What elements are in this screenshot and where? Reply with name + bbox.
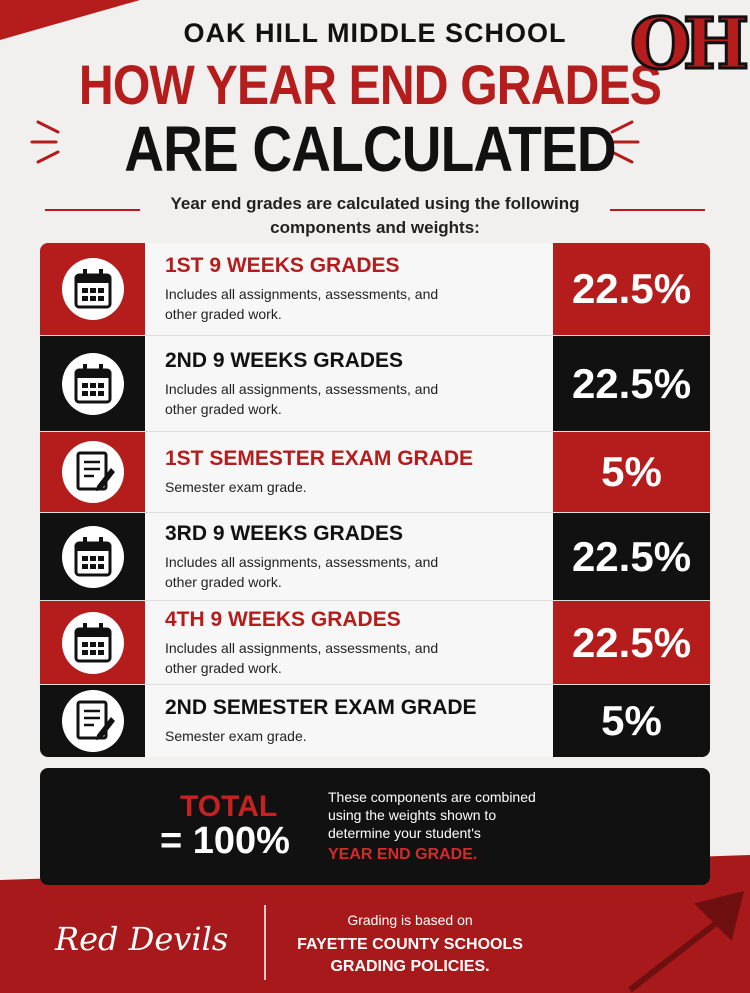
total-emphasis: YEAR END GRADE. [328,846,478,863]
icon [61,258,124,320]
component-description: Includes all assignments, assessments, a… [165,553,439,590]
icon [61,690,124,752]
total-text: These components are combined using the … [328,789,536,841]
component-weight: 22.5% [553,243,710,335]
component-text: 2ND SEMESTER EXAM GRADE Semester exam gra… [145,685,553,757]
mascot-name: Red Devils [55,920,229,958]
component-text: 3RD 9 WEEKS GRADES Includes all assignmen… [145,513,553,600]
component-title: 4TH 9 WEEKS GRADES [165,607,401,631]
footer-policy: FAYETTE COUNTY SCHOOLS GRADING POLICIES. [297,936,523,975]
footer-note: Grading is based on [347,912,473,928]
icon-cell [40,243,145,335]
total-label: TOTAL [180,790,278,823]
component-row: 2ND SEMESTER EXAM GRADE Semester exam gra… [40,685,710,757]
component-description: Includes all assignments, assessments, a… [165,380,439,417]
component-title: 2ND 9 WEEKS GRADES [165,348,404,372]
icon [61,525,124,588]
component-weight: 22.5% [553,513,710,600]
component-row: 2ND 9 WEEKS GRADES Includes all assignmen… [40,336,710,432]
component-title: 1ST 9 WEEKS GRADES [165,254,400,277]
component-row: 1ST 9 WEEKS GRADES Includes all assignmen… [40,243,710,336]
component-weight: 22.5% [553,336,710,431]
component-row: 3RD 9 WEEKS GRADES Includes all assignmen… [40,513,710,601]
component-weight: 5% [553,432,710,512]
component-row: 1ST SEMESTER EXAM GRADE Semester exam gra… [40,432,710,513]
component-weight: 22.5% [553,601,710,684]
intro: Year end grades are calculated using the… [170,194,580,237]
component-description: Includes all assignments, assessments, a… [165,286,439,322]
logo: OH [629,1,750,87]
component-text: 1ST 9 WEEKS GRADES Includes all assignmen… [145,243,553,335]
component-text: 1ST SEMESTER EXAM GRADE Semester exam gra… [145,432,553,512]
component-title: 2ND SEMESTER EXAM GRADE [165,696,477,719]
component-text: 2ND 9 WEEKS GRADES Includes all assignmen… [145,336,553,431]
school-name: OAK HILL MIDDLE SCHOOL [183,18,567,48]
icon-cell [40,601,145,684]
component-description: Includes all assignments, assessments, a… [165,639,439,676]
component-title: 3RD 9 WEEKS GRADES [165,521,404,545]
icon-cell [40,513,145,600]
components: 1ST 9 WEEKS GRADES Includes all assignmen… [40,243,710,757]
total-value: = 100% [160,820,290,862]
title: ARE CALCULATED [124,113,616,185]
component-weight: 5% [553,685,710,757]
icon-cell [40,685,145,757]
component-text: 4TH 9 WEEKS GRADES Includes all assignmen… [145,601,553,684]
icon [61,352,124,415]
component-title: 1ST SEMESTER EXAM GRADE [165,447,474,470]
icon [61,611,124,674]
icon [61,441,124,503]
icon-cell [40,432,145,512]
title: HOW YEAR END GRADES [78,53,662,116]
component-description: Semester exam grade. [165,728,307,744]
total-panel [40,768,710,885]
component-description: Semester exam grade. [165,479,307,495]
component-row: 4TH 9 WEEKS GRADES Includes all assignmen… [40,601,710,685]
icon-cell [40,336,145,431]
